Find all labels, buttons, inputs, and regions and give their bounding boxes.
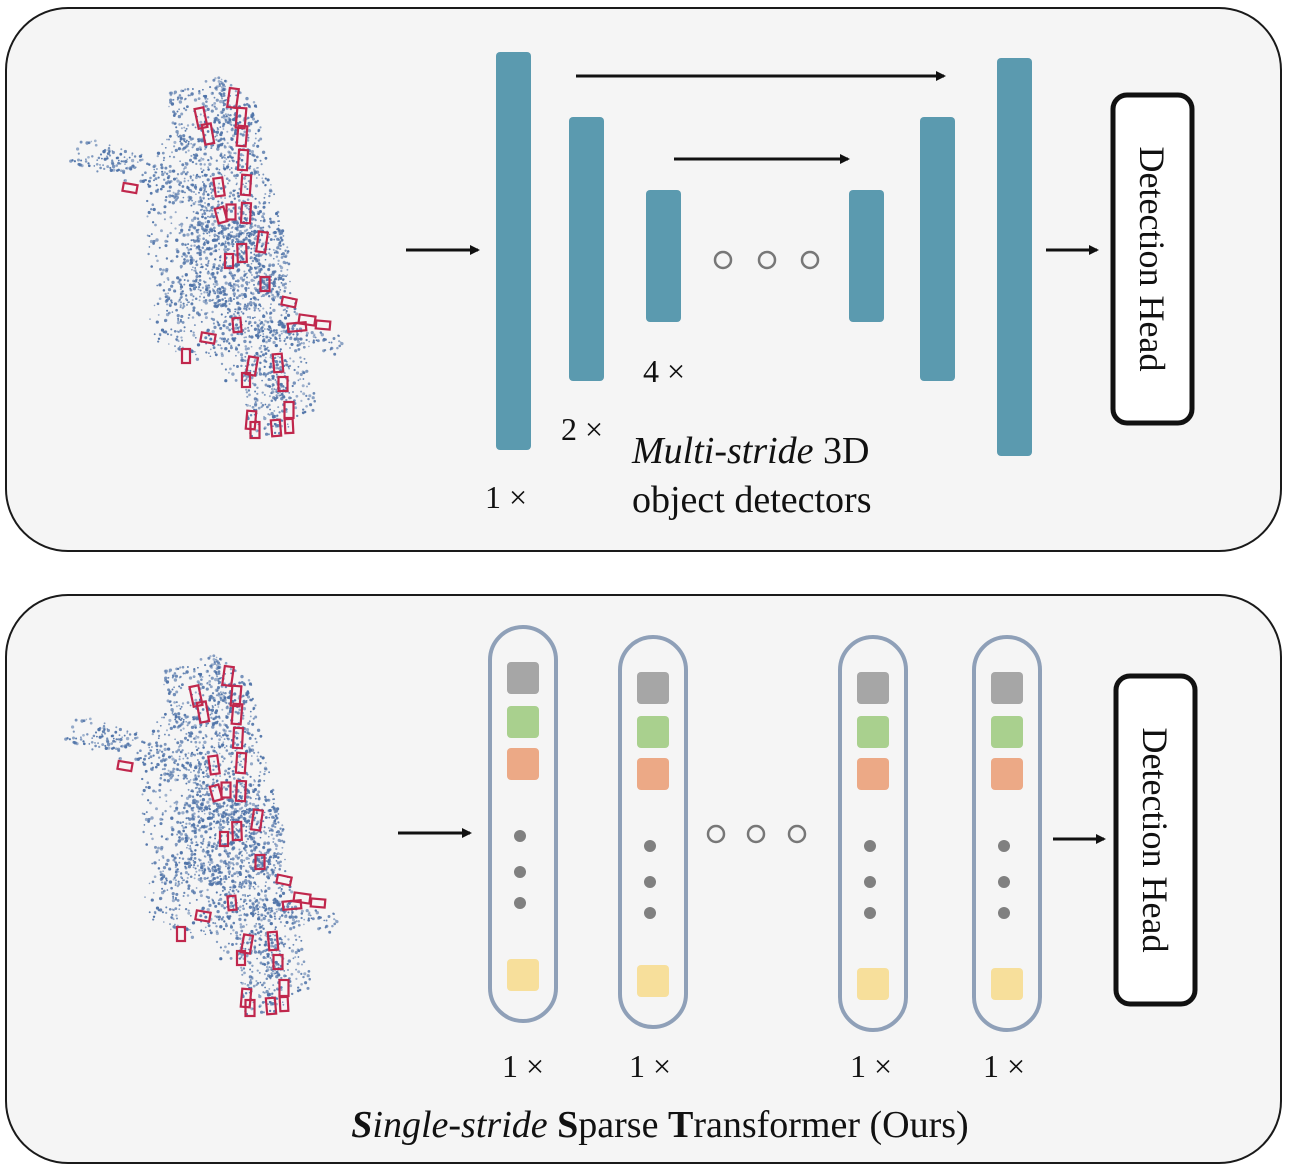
token-square: [507, 706, 539, 738]
capsule-outline: [488, 625, 558, 1023]
token-ellipsis-dot: [644, 876, 656, 888]
token-ellipsis-dot: [514, 866, 526, 878]
stride-label-4x: 4 ×: [643, 353, 685, 389]
stride-2x-bar-encoder: [569, 117, 604, 381]
token-square: [507, 959, 539, 991]
token-ellipsis-dot: [864, 876, 876, 888]
bottom-caption: Single-stride Sparse Transformer (Ours): [351, 1104, 968, 1146]
capsule-label-4: 1 ×: [983, 1048, 1025, 1084]
capsule-label-2: 1 ×: [629, 1048, 671, 1084]
token-square: [857, 716, 889, 748]
token-ellipsis-dot: [998, 907, 1010, 919]
capsule-outline: [972, 635, 1042, 1032]
token-ellipsis-dot: [998, 876, 1010, 888]
token-ellipsis-dot: [514, 897, 526, 909]
bottom-panel-frame: [5, 594, 1282, 1164]
token-ellipsis-dot: [644, 840, 656, 852]
capsule-label-1: 1 ×: [502, 1048, 544, 1084]
stride-label-1x: 1 ×: [485, 479, 527, 515]
stride-label-2x: 2 ×: [561, 411, 603, 447]
caption-t: T: [668, 1104, 693, 1146]
token-square: [991, 672, 1023, 704]
stride-1x-bar-decoder: [997, 58, 1032, 456]
caption-s1: S: [351, 1104, 372, 1146]
detection-head-box-bottom: [1113, 673, 1198, 1007]
top-caption-line2: object detectors: [632, 479, 872, 521]
bottom-panel: 1 × 1 × 1 × 1 × Single-stride Sparse Tra…: [5, 594, 1282, 1164]
caption-ingle-stride: ingle-stride: [372, 1104, 547, 1146]
token-square: [637, 965, 669, 997]
stride-1x-bar-encoder: [496, 52, 531, 450]
top-caption-line1: Multi-stride 3D: [631, 430, 870, 472]
caption-rest: ransformer (Ours): [693, 1104, 968, 1146]
token-square: [991, 758, 1023, 790]
token-ellipsis-dot: [514, 830, 526, 842]
transformer-block-1: [488, 625, 558, 1023]
caption-s2: S: [557, 1104, 578, 1146]
ellipsis-icon: [713, 250, 820, 270]
detection-head-label-top: Detection Head: [1132, 147, 1172, 372]
token-square: [857, 672, 889, 704]
capsule-outline: [838, 635, 908, 1032]
token-square: [507, 748, 539, 780]
token-square: [637, 716, 669, 748]
transformer-block-2: [618, 635, 688, 1029]
top-caption-rest: 3D: [814, 430, 870, 472]
token-square: [991, 968, 1023, 1000]
token-ellipsis-dot: [644, 907, 656, 919]
token-square: [991, 716, 1023, 748]
stride-2x-bar-decoder: [920, 117, 955, 381]
stride-4x-bar-encoder: [646, 190, 681, 322]
capsule-label-3: 1 ×: [850, 1048, 892, 1084]
ellipsis-icon-bottom: [706, 824, 807, 844]
token-ellipsis-dot: [998, 840, 1010, 852]
transformer-block-4: [972, 635, 1042, 1032]
caption-parse: parse: [578, 1104, 668, 1146]
top-panel-frame: [5, 7, 1282, 552]
token-ellipsis-dot: [864, 907, 876, 919]
transformer-block-3: [838, 635, 908, 1032]
stride-4x-bar-decoder: [849, 190, 884, 322]
detection-head-label-bottom: Detection Head: [1135, 728, 1175, 953]
token-square: [637, 758, 669, 790]
capsule-outline: [618, 635, 688, 1029]
top-caption-italic: Multi-stride: [631, 430, 814, 472]
token-ellipsis-dot: [864, 840, 876, 852]
token-square: [507, 662, 539, 694]
top-panel: 1 × 2 × 4 × Multi-stride 3D object detec…: [5, 7, 1282, 552]
token-square: [857, 968, 889, 1000]
detection-head-box-top: [1110, 92, 1195, 426]
token-square: [857, 758, 889, 790]
token-square: [637, 672, 669, 704]
